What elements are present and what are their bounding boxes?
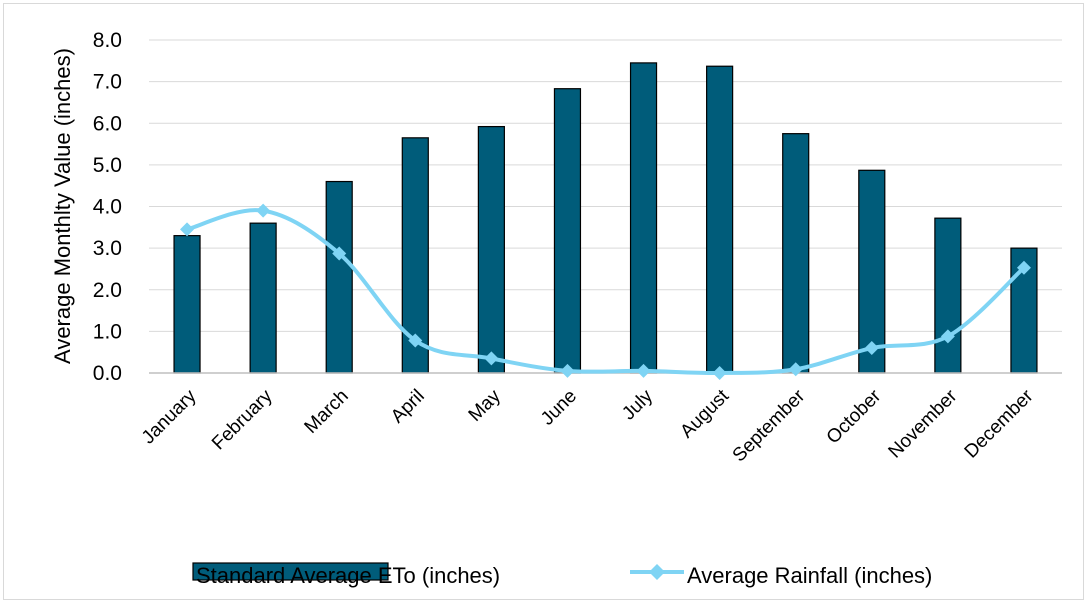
x-tick-label: January	[138, 385, 201, 448]
bar	[553, 88, 582, 374]
gridlines	[149, 39, 1062, 332]
y-tick-label: 6.0	[93, 112, 122, 135]
bar	[629, 62, 658, 374]
bar	[249, 222, 277, 374]
bar	[1010, 247, 1038, 374]
rainfall-point	[1016, 260, 1031, 275]
bar	[706, 65, 734, 374]
x-tick-label: February	[208, 385, 277, 454]
rainfall-point	[256, 203, 271, 218]
bar	[934, 217, 962, 374]
y-tick-label: 7.0	[93, 71, 122, 94]
x-tick-label: September	[729, 385, 810, 466]
x-tick-label: May	[465, 385, 506, 426]
line-series	[180, 203, 1031, 380]
x-tick-label: June	[537, 386, 581, 430]
x-tick-label: November	[885, 385, 962, 462]
rainfall-point	[712, 366, 727, 380]
x-tick-label: August	[676, 385, 733, 442]
rainfall-point	[940, 329, 955, 344]
x-tick-label: December	[961, 385, 1038, 462]
y-tick-label: 0.0	[93, 362, 122, 385]
y-tick-label: 5.0	[93, 154, 122, 177]
rainfall-point	[636, 363, 651, 378]
x-tick-label: April	[387, 386, 429, 428]
rainfall-point	[408, 333, 423, 348]
rainfall-point	[180, 222, 195, 237]
bar	[477, 125, 505, 374]
bar	[173, 235, 201, 374]
legend: Standard Average ETo (inches) Average Ra…	[192, 562, 932, 588]
y-tick-label: 3.0	[93, 237, 122, 260]
rainfall-point	[864, 341, 879, 356]
y-tick-label: 8.0	[93, 29, 122, 52]
rainfall-point	[788, 362, 803, 377]
rainfall-line	[186, 208, 1026, 376]
legend-line-label: Average Rainfall (inches)	[687, 563, 932, 588]
legend-bar-swatch	[192, 562, 389, 581]
legend-bar-label: Standard Average ETo (inches)	[196, 563, 500, 588]
y-axis-label: Average Monthlty Value (inches)	[50, 48, 75, 364]
bar	[782, 133, 810, 374]
x-tick-label: March	[301, 386, 353, 438]
rainfall-point	[484, 351, 499, 366]
y-tick-label: 4.0	[93, 196, 122, 219]
rainfall-point	[332, 246, 347, 261]
x-axis-categories: January February March April May June July Augu…	[138, 385, 1038, 466]
x-tick-label: July	[618, 385, 657, 424]
y-tick-label: 1.0	[93, 320, 122, 343]
bar	[858, 169, 886, 374]
rainfall-point	[560, 363, 575, 378]
y-axis-ticks: 0.0 1.0 2.0 3.0 4.0 5.0 6.0 7.0 8.0	[93, 29, 122, 385]
x-tick-label: October	[823, 385, 886, 448]
bar-series	[173, 62, 1038, 374]
legend-line-marker	[649, 564, 665, 580]
y-tick-label: 2.0	[93, 279, 122, 302]
bar	[325, 180, 353, 374]
